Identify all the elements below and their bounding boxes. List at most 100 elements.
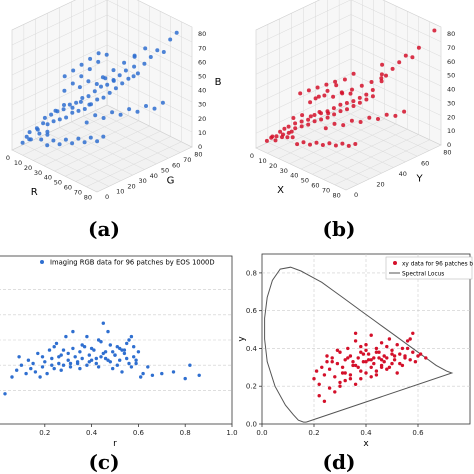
data-point <box>330 360 334 364</box>
data-point <box>50 363 54 367</box>
data-point <box>340 371 345 375</box>
gridline <box>350 14 442 57</box>
data-point <box>327 141 332 146</box>
data-point <box>393 113 398 118</box>
data-point <box>424 356 428 360</box>
data-point <box>346 356 350 360</box>
data-point <box>82 345 87 349</box>
data-point <box>104 52 109 57</box>
x-tick-label: 10 <box>258 157 266 165</box>
y-tick-label: 10 <box>116 188 124 196</box>
data-point <box>319 117 324 122</box>
x-axis-label: R <box>31 187 38 198</box>
data-point <box>325 360 329 364</box>
data-point <box>101 95 106 100</box>
data-point <box>78 366 82 371</box>
x-tick-label: 60 <box>311 182 319 190</box>
gridline <box>83 116 169 159</box>
data-point <box>38 375 42 379</box>
data-point <box>80 343 84 347</box>
data-point <box>350 87 354 92</box>
data-point <box>3 392 7 396</box>
gridline <box>339 108 430 151</box>
data-point <box>135 109 140 114</box>
data-point <box>372 356 376 360</box>
data-point <box>129 334 134 339</box>
legend-marker <box>40 260 44 264</box>
x-tick-label: 70 <box>322 187 330 195</box>
data-point <box>359 377 363 381</box>
data-point <box>400 346 405 351</box>
data-point <box>369 333 373 337</box>
gridline <box>350 29 442 72</box>
data-point <box>89 346 94 351</box>
data-point <box>340 365 345 369</box>
y-axis-label: y <box>237 336 247 342</box>
data-point <box>150 373 155 377</box>
y-tick-label: 0 <box>354 191 358 199</box>
data-point <box>332 121 337 126</box>
data-point <box>351 363 355 368</box>
x-tick-label: 0.6 <box>412 429 424 437</box>
data-point <box>95 139 100 144</box>
data-point <box>338 380 342 385</box>
data-point <box>264 138 269 143</box>
data-point <box>49 112 54 117</box>
data-point <box>379 365 384 369</box>
data-point <box>24 371 28 376</box>
data-point <box>300 113 305 118</box>
data-point <box>115 345 120 349</box>
data-point <box>51 138 56 143</box>
legend-label: xy data for 96 patches b <box>402 262 473 268</box>
data-point <box>377 356 381 360</box>
data-point <box>359 369 363 373</box>
data-point <box>416 354 420 358</box>
data-point <box>403 53 408 58</box>
data-point <box>183 376 187 381</box>
data-point <box>317 394 321 398</box>
data-point <box>390 361 394 366</box>
data-point <box>67 102 72 107</box>
data-point <box>395 371 399 375</box>
data-point <box>127 107 132 112</box>
data-point <box>96 365 101 369</box>
data-point <box>397 60 402 65</box>
data-point <box>122 351 127 356</box>
data-point <box>274 134 279 139</box>
data-point <box>59 368 63 372</box>
y-axis-label: G <box>167 176 175 187</box>
data-point <box>88 135 93 140</box>
data-point <box>120 81 125 86</box>
data-point <box>82 107 87 111</box>
data-point <box>356 365 360 369</box>
gridline <box>334 139 430 185</box>
data-point <box>113 86 118 91</box>
data-point <box>348 91 353 96</box>
data-point <box>127 338 131 342</box>
data-point <box>103 350 108 354</box>
data-point <box>314 140 319 145</box>
data-point <box>369 358 373 362</box>
data-point <box>290 135 295 140</box>
data-point <box>160 371 164 376</box>
gridline <box>350 43 442 87</box>
data-point <box>344 101 349 105</box>
z-tick-label: 50 <box>198 73 206 81</box>
data-point <box>96 59 101 64</box>
data-point <box>385 356 389 360</box>
data-point <box>134 358 138 362</box>
data-point <box>70 141 75 146</box>
x-tick-label: 50 <box>54 179 62 187</box>
data-point <box>161 50 166 54</box>
data-point <box>87 360 92 364</box>
data-point <box>332 112 337 117</box>
data-point <box>106 329 110 334</box>
data-point <box>87 102 92 107</box>
data-point <box>96 338 101 342</box>
z-tick-label: 10 <box>447 127 455 135</box>
data-point <box>390 348 394 352</box>
x-tick-label: 50 <box>301 177 309 185</box>
data-point <box>76 136 81 141</box>
data-point <box>107 90 112 95</box>
gridline <box>65 131 161 177</box>
